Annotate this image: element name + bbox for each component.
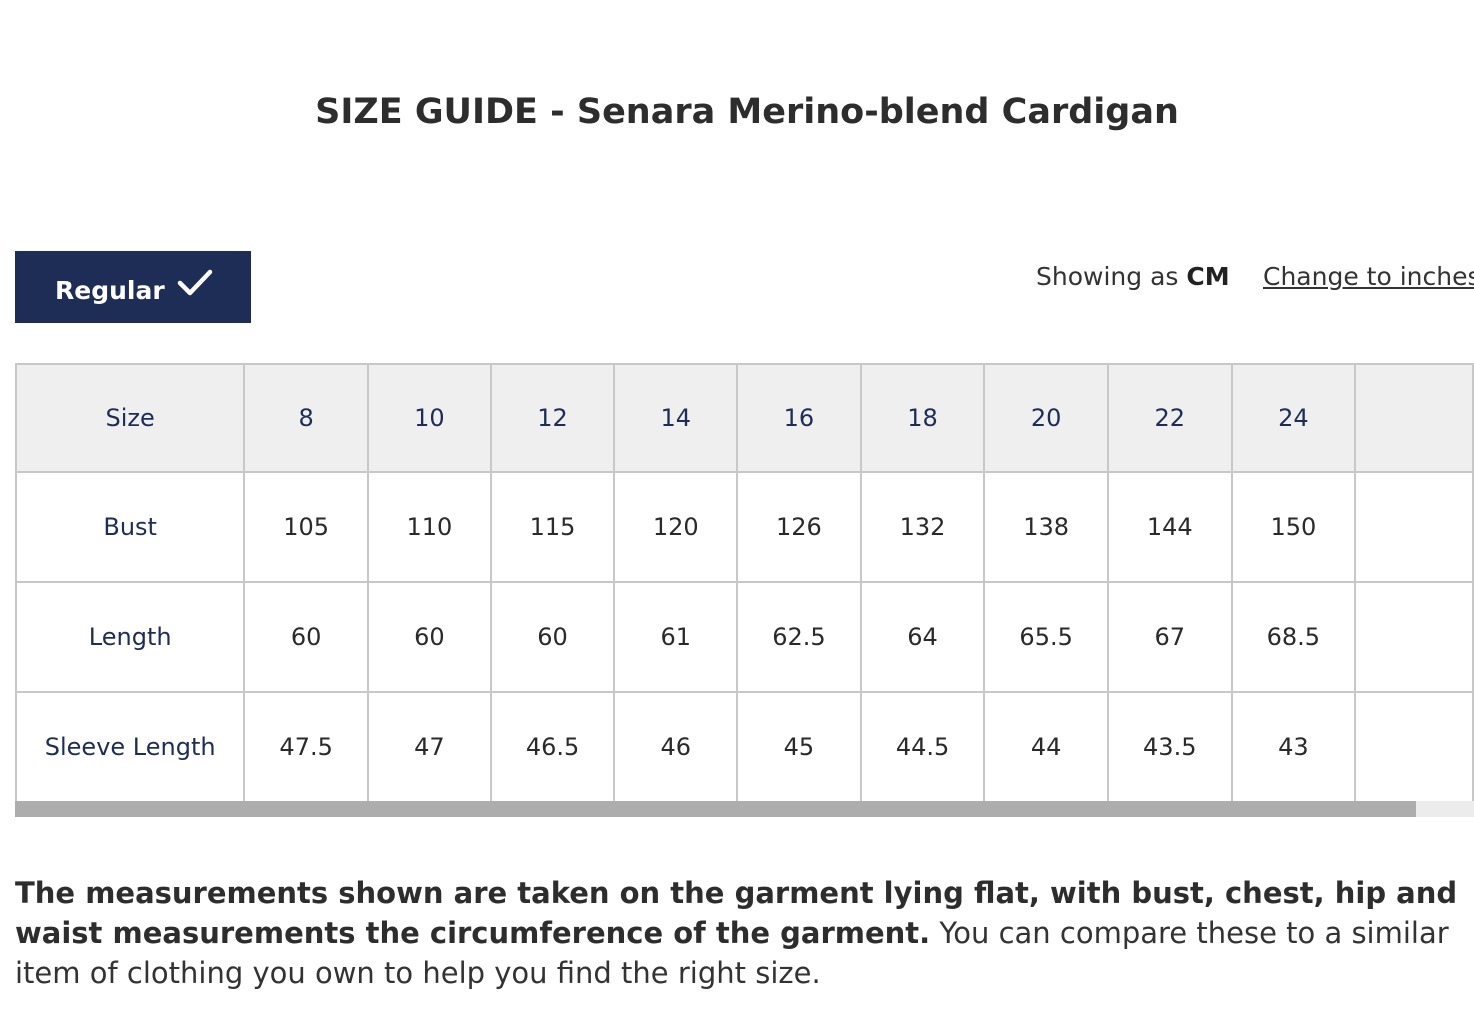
table-cell: 120 [613, 471, 739, 583]
table-cell: 60 [243, 581, 369, 693]
table-row: Sleeve Length 47.5 47 46.5 46 45 44.5 44… [15, 691, 1474, 803]
fit-regular-button[interactable]: Regular [15, 251, 251, 323]
table-header-row: Size 8 10 12 14 16 18 20 22 24 [15, 363, 1474, 473]
table-cell: 132 [859, 471, 986, 583]
table-cell [1354, 581, 1474, 693]
table-cell: 68.5 [1230, 581, 1357, 693]
table-cell: 43 [1230, 691, 1357, 803]
fit-label: Regular [55, 275, 165, 305]
units-prefix: Showing as [1036, 262, 1179, 291]
units-current: CM [1186, 262, 1230, 291]
size-table: Size 8 10 12 14 16 18 20 22 24 Bust 105 … [15, 363, 1474, 803]
table-cell: 65.5 [983, 581, 1109, 693]
table-cell: 45 [736, 691, 862, 803]
table-cell: 67 [1106, 581, 1233, 693]
row-label: Length [15, 581, 246, 693]
table-cell: 44.5 [859, 691, 986, 803]
table-row: Bust 105 110 115 120 126 132 138 144 150 [15, 471, 1474, 583]
table-cell: 138 [983, 471, 1109, 583]
table-cell: 60 [366, 581, 492, 693]
table-cell: 62.5 [736, 581, 862, 693]
table-cell: 64 [859, 581, 986, 693]
table-cell: 47.5 [243, 691, 369, 803]
row-label: Sleeve Length [15, 691, 246, 803]
change-units-link[interactable]: Change to inches [1263, 262, 1474, 291]
header-size-cell: 12 [489, 363, 616, 473]
header-size-cell: 22 [1106, 363, 1233, 473]
header-size-cell: 16 [736, 363, 862, 473]
table-cell [1354, 691, 1474, 803]
table-cell: 47 [366, 691, 492, 803]
table-cell: 115 [489, 471, 616, 583]
table-row: Length 60 60 60 61 62.5 64 65.5 67 68.5 [15, 581, 1474, 693]
scrollbar-thumb[interactable] [15, 801, 1416, 817]
note-bold: The measurements shown are taken on the … [15, 876, 1458, 950]
header-size-cell: 8 [243, 363, 369, 473]
header-size-cell: 18 [859, 363, 986, 473]
table-cell: 43.5 [1106, 691, 1233, 803]
table-cell: 126 [736, 471, 862, 583]
check-icon [177, 268, 213, 298]
table-cell: 61 [613, 581, 739, 693]
table-cell: 110 [366, 471, 492, 583]
header-size-cell: 14 [613, 363, 739, 473]
size-table-container[interactable]: Size 8 10 12 14 16 18 20 22 24 Bust 105 … [15, 363, 1474, 817]
table-cell: 105 [243, 471, 369, 583]
table-cell: 44 [983, 691, 1109, 803]
note-text: You can compare these to a similar item … [15, 916, 1449, 990]
row-label: Bust [15, 471, 246, 583]
horizontal-scrollbar[interactable] [15, 801, 1474, 817]
measurement-note: The measurements shown are taken on the … [15, 873, 1470, 993]
header-size-cell: 10 [366, 363, 492, 473]
header-size-cell: 20 [983, 363, 1109, 473]
table-cell: 46.5 [489, 691, 616, 803]
table-cell: 150 [1230, 471, 1357, 583]
header-size-label: Size [15, 363, 246, 473]
table-cell: 60 [489, 581, 616, 693]
table-cell [1354, 471, 1474, 583]
header-size-cell [1354, 363, 1474, 473]
units-indicator: Showing as CM Change to inches [1036, 262, 1474, 291]
header-size-cell: 24 [1230, 363, 1357, 473]
page-title: SIZE GUIDE - Senara Merino-blend Cardiga… [315, 92, 1179, 132]
table-cell: 46 [613, 691, 739, 803]
table-cell: 144 [1106, 471, 1233, 583]
